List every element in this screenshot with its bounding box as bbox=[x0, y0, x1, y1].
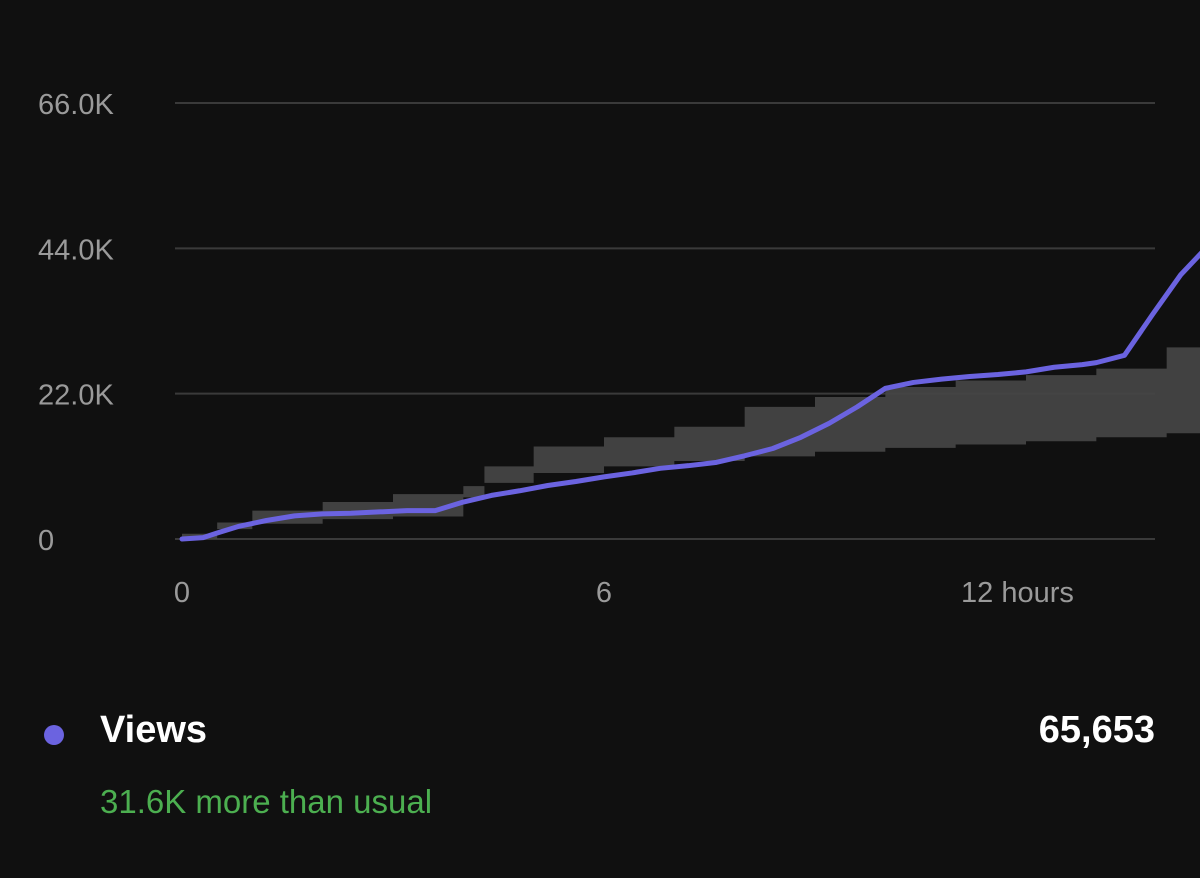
views-point bbox=[940, 377, 943, 381]
views-point bbox=[771, 447, 774, 450]
y-tick-label: 22.0K bbox=[38, 380, 114, 412]
views-point bbox=[237, 525, 240, 528]
views-point bbox=[321, 512, 324, 516]
views-point bbox=[1095, 361, 1098, 364]
views-point bbox=[490, 494, 493, 497]
y-tick-label: 0 bbox=[38, 525, 54, 557]
views-point bbox=[602, 475, 606, 479]
views-point bbox=[1123, 354, 1126, 357]
typical-range-area bbox=[182, 347, 1200, 539]
legend-row: Views 65,653 bbox=[40, 705, 1155, 761]
views-point bbox=[574, 480, 578, 483]
views-chart: 0 22.0K 44.0K 66.0K 0 6 12 hours bbox=[38, 89, 1200, 609]
views-point bbox=[434, 509, 437, 512]
y-tick-label: 66.0K bbox=[38, 89, 114, 121]
views-point bbox=[968, 375, 971, 378]
views-point bbox=[518, 489, 521, 492]
views-point bbox=[856, 405, 859, 409]
typical-range-band bbox=[182, 347, 1200, 539]
views-point bbox=[349, 512, 352, 515]
views-point bbox=[715, 461, 718, 464]
views-point bbox=[827, 422, 831, 425]
views-point bbox=[799, 436, 803, 439]
views-point bbox=[996, 373, 1000, 376]
views-point bbox=[462, 500, 465, 504]
views-point bbox=[215, 531, 219, 535]
views-point bbox=[1179, 273, 1182, 276]
views-point bbox=[743, 454, 746, 457]
x-tick-label: 6 bbox=[596, 577, 612, 609]
views-point bbox=[1151, 313, 1154, 316]
views-point bbox=[377, 510, 381, 514]
views-point bbox=[630, 471, 634, 475]
views-point bbox=[912, 381, 915, 384]
x-tick-label: 0 bbox=[174, 577, 190, 609]
views-line bbox=[179, 250, 1200, 542]
views-point bbox=[1052, 366, 1056, 369]
legend-label: Views bbox=[100, 709, 208, 751]
views-point bbox=[1081, 363, 1084, 366]
views-point bbox=[546, 484, 549, 487]
chart-axes: 0 22.0K 44.0K 66.0K 0 6 12 hours bbox=[38, 89, 1074, 609]
views-point bbox=[293, 514, 296, 518]
views-series bbox=[179, 250, 1200, 542]
views-point bbox=[1024, 370, 1028, 374]
chart-gridlines bbox=[175, 102, 1155, 540]
views-point bbox=[659, 467, 662, 470]
views-total-value: 65,653 bbox=[1038, 709, 1155, 751]
views-legend-dot-icon bbox=[44, 725, 64, 745]
comparison-text: 31.6K more than usual bbox=[100, 783, 433, 820]
y-tick-label: 44.0K bbox=[38, 234, 114, 266]
views-point bbox=[201, 536, 205, 539]
views-point bbox=[405, 509, 409, 512]
views-point bbox=[687, 464, 690, 467]
views-point bbox=[180, 537, 184, 541]
x-tick-label: 12 hours bbox=[961, 577, 1074, 609]
views-point bbox=[884, 387, 887, 390]
views-point bbox=[265, 519, 268, 522]
